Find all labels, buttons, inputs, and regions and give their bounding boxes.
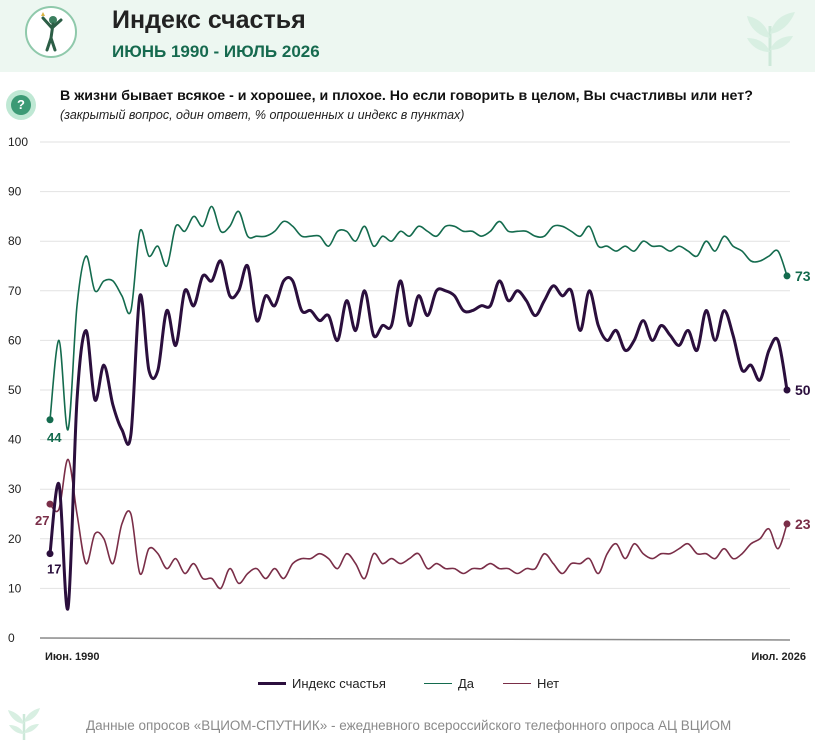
legend-item-index: Индекс счастья [258,672,386,694]
start-label-index: 17 [47,562,61,577]
start-label-yes: 44 [47,430,62,445]
date-range-subtitle: ИЮНЬ 1990 - ИЮЛЬ 2026 [112,42,320,61]
header-banner: Индекс счастья ИЮНЬ 1990 - ИЮЛЬ 2026 [0,0,815,72]
end-point-yes [783,272,791,280]
legend-swatch-no [503,682,531,684]
end-point-index [783,386,791,394]
y-tick-label: 30 [8,482,22,496]
x-tick-label-start: Июн. 1990 [45,651,100,663]
end-label-yes: 73 [795,268,811,284]
y-tick-label: 20 [8,532,22,546]
footer-leaf-icon [8,708,40,740]
legend-label-index: Индекс счастья [292,675,386,691]
start-point-yes [46,416,54,424]
page-title: Индекс счастья [112,6,306,34]
question-icon: ? [11,95,31,115]
y-tick-label: 50 [8,383,22,397]
legend-swatch-yes [424,682,452,684]
series-line-index [48,259,789,611]
legend-label-no: Нет [537,675,560,691]
y-tick-label: 90 [8,185,22,199]
legend-item-yes: Да [424,672,474,694]
x-tick-label-end: Июл. 2026 [751,651,806,663]
legend-label-yes: Да [458,675,475,691]
y-tick-label: 70 [8,284,22,298]
start-point-no [46,500,54,508]
leaf-decoration-icon [747,12,795,66]
y-tick-label: 10 [8,581,22,595]
y-tick-label: 100 [8,135,28,149]
y-tick-label: 80 [8,234,22,248]
y-tick-label: 40 [8,433,22,447]
question-badge: ? [6,90,36,120]
start-point-index [46,550,54,558]
chart-data-labels: 27 23 44 73 17 50 [35,268,811,577]
y-tick-label: 60 [8,333,22,347]
chart-axes: 0 10 20 30 40 50 60 70 80 90 100 Июн. 1990 Июл. 2026 [8,135,806,663]
happy-person-icon [41,12,63,52]
source-footer: Данные опросов «ВЦИОМ-СПУТНИК» - ежеднев… [86,718,732,733]
end-point-no [783,520,791,528]
question-note: (закрытый вопрос, один ответ, % опрошенн… [60,108,465,122]
chart-grid [40,141,790,589]
y-tick-label: 0 [8,631,15,645]
chart-legend: Индекс счастья Да Нет [0,672,815,694]
series-line-no [49,458,788,590]
logo [25,6,77,58]
start-label-no: 27 [35,513,49,528]
series-line-yes [49,205,788,431]
question-text: В жизни бывает всякое - и хорошее, и пло… [60,88,753,104]
chart-series [46,205,791,611]
legend-item-no: Нет [503,672,559,694]
x-axis-line [39,637,791,641]
end-label-no: 23 [795,516,811,532]
happiness-index-chart: 0 10 20 30 40 50 60 70 80 90 100 Июн. 1990 Июл. 2026… [8,135,811,663]
legend-swatch-index [258,681,286,685]
end-label-index: 50 [795,382,811,398]
